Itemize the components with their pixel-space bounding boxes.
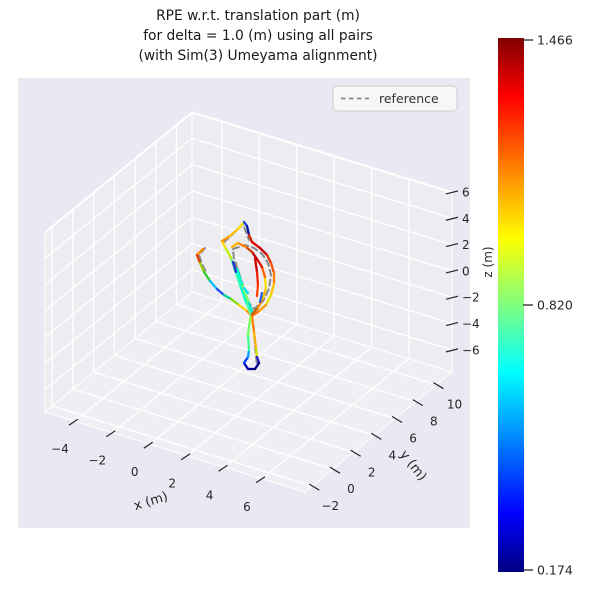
x-tick-label: 2: [168, 477, 176, 491]
z-tick-label: 0: [462, 264, 470, 278]
y-tick-label: 10: [447, 398, 462, 412]
colorbar-tick-label: 0.174: [537, 563, 573, 578]
x-axis-ticks: −4 −2 0 2 4 6: [51, 418, 266, 514]
legend-label: reference: [379, 91, 439, 106]
y-tick-label: 2: [368, 465, 376, 479]
z-tick-label: 2: [462, 238, 470, 252]
legend: reference: [332, 85, 458, 112]
y-tick-label: 8: [430, 415, 438, 429]
z-tick-label: −6: [462, 343, 480, 357]
z-tick-label: −2: [462, 291, 480, 305]
z-axis-ticks: 6 4 2 0 −2 −4 −6: [445, 185, 480, 357]
x-tick-label: −4: [51, 442, 69, 456]
x-tick-label: 0: [131, 465, 139, 479]
figure-title: RPE w.r.t. translation part (m) for delt…: [138, 8, 378, 64]
colorbar-tick-label: 1.466: [537, 33, 573, 48]
colorbar-tick-label: 0.820: [537, 298, 573, 313]
estimated-trajectory: [195, 220, 276, 371]
x-tick-label: −2: [88, 454, 106, 468]
z-axis-label: z (m): [481, 246, 495, 277]
x-tick-label: 4: [206, 488, 214, 502]
z-tick-label: 4: [462, 212, 470, 226]
z-tick-label: −4: [462, 317, 480, 331]
y-tick-label: 6: [409, 431, 417, 445]
colorbar-gradient: [498, 38, 524, 572]
grid-lines: [44, 111, 453, 487]
y-tick-label: −2: [321, 499, 339, 513]
y-tick-label: 0: [347, 482, 355, 496]
y-tick-label: 4: [389, 448, 397, 462]
z-tick-label: 6: [462, 185, 470, 199]
legend-box: [332, 85, 458, 112]
colorbar: 1.466 0.820 0.174: [498, 33, 573, 578]
x-tick-label: 6: [243, 500, 251, 514]
